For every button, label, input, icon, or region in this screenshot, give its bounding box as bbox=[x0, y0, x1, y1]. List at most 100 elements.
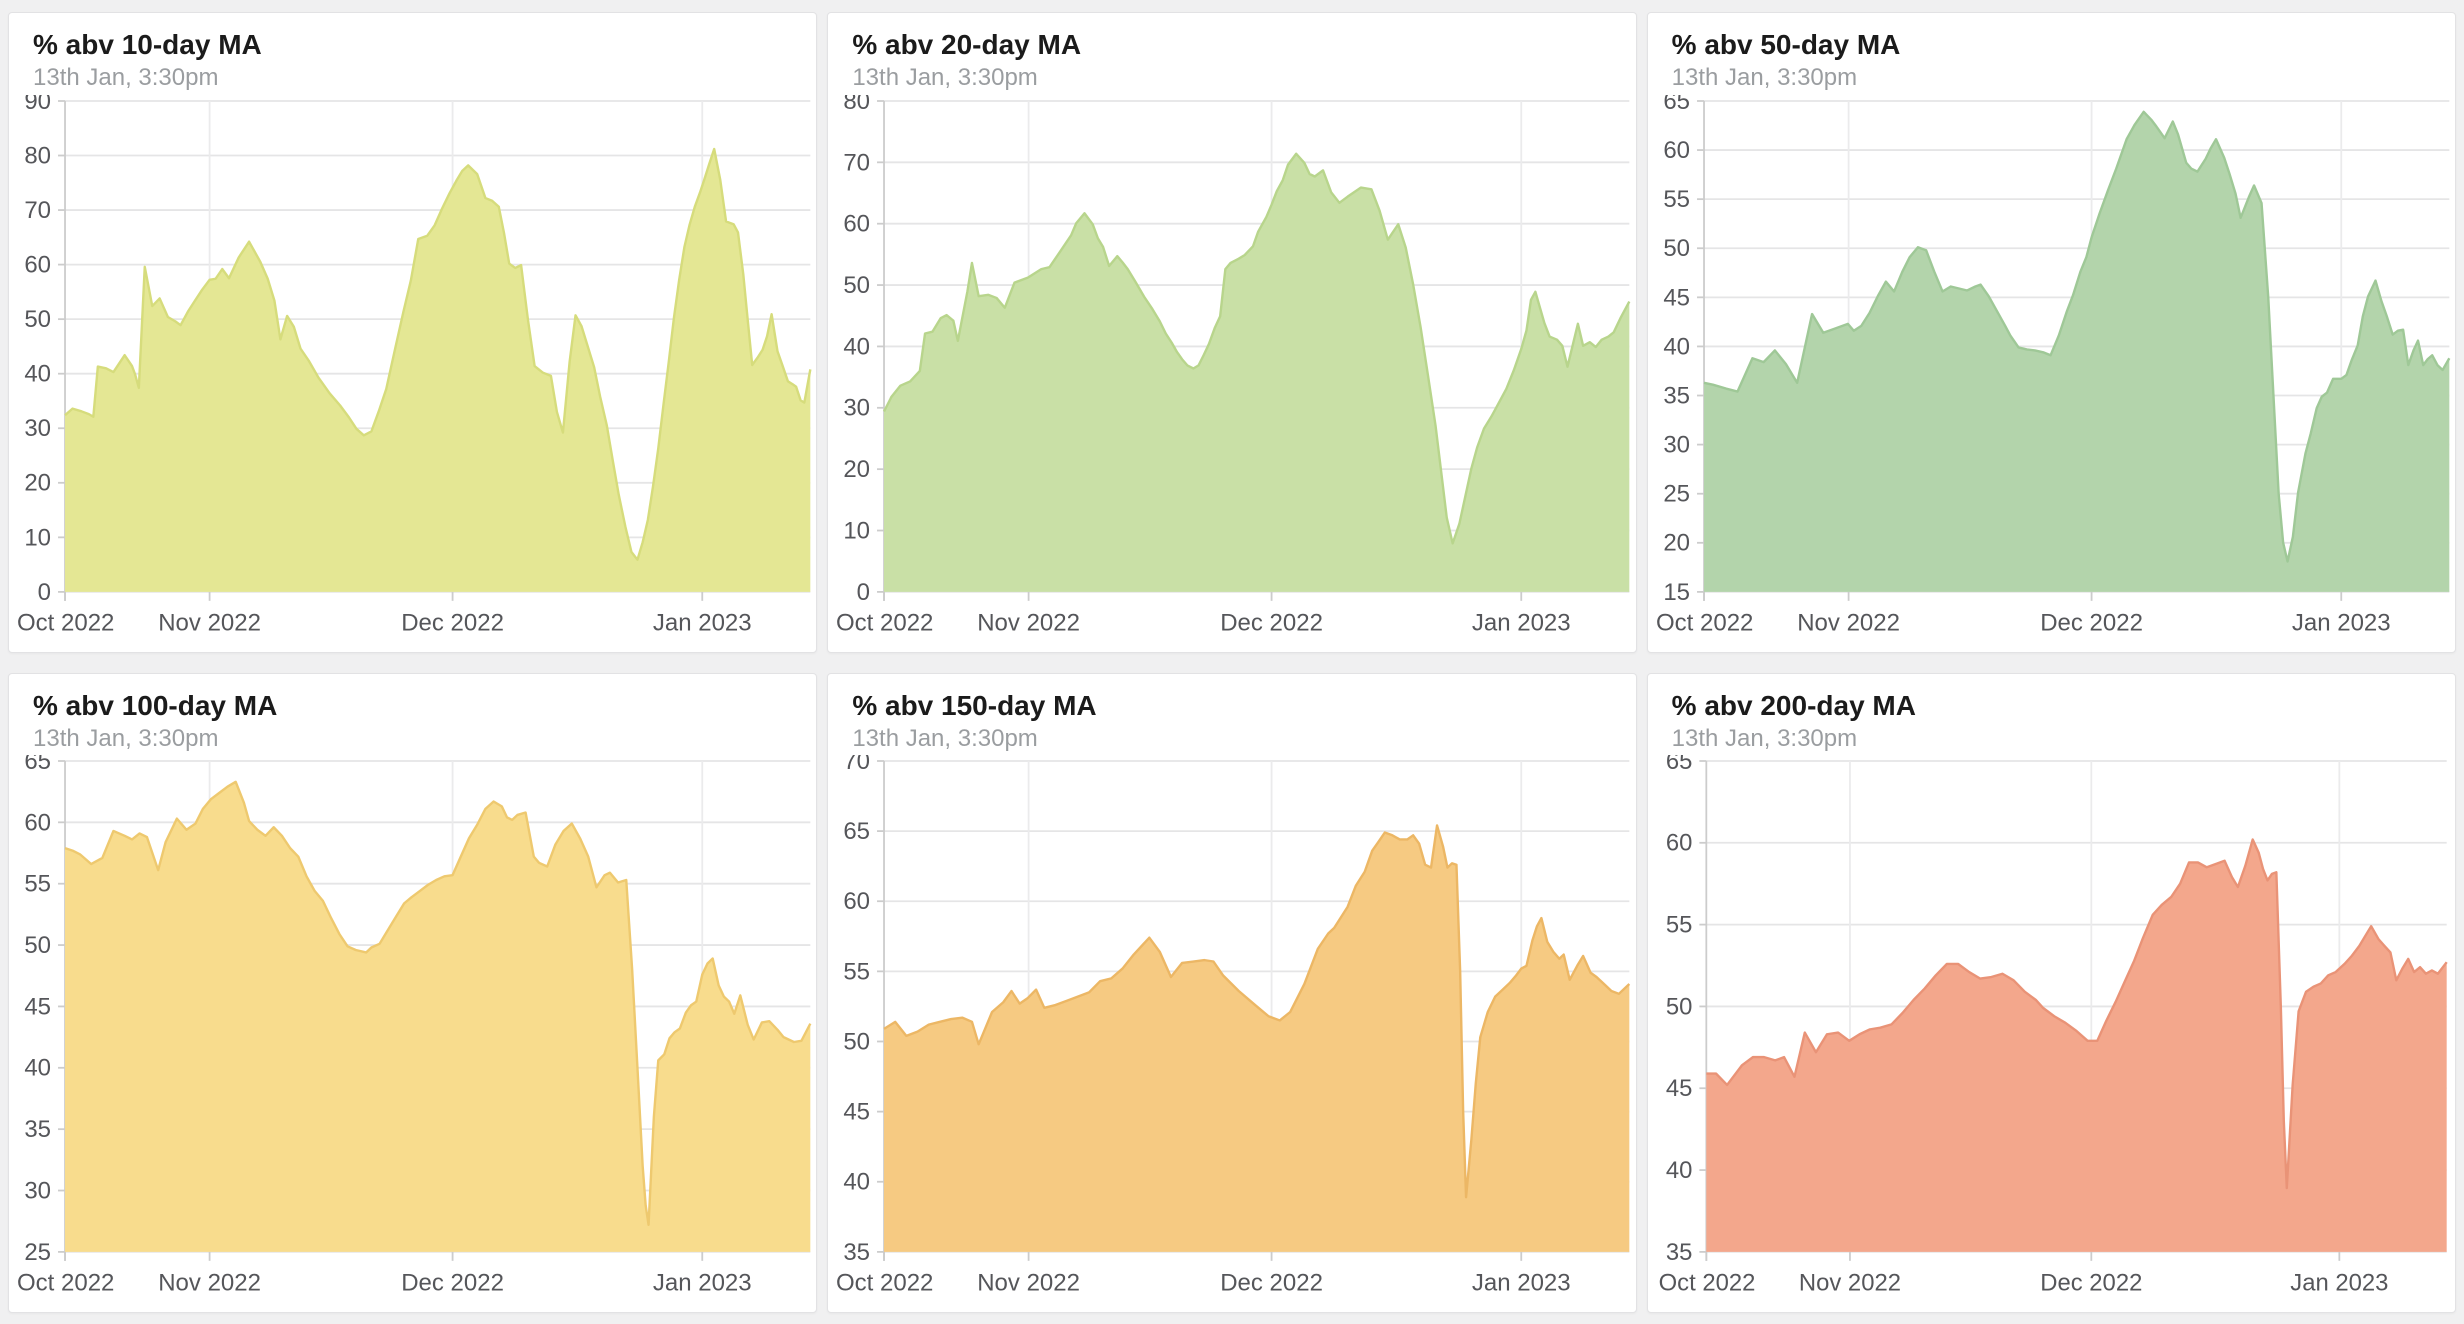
svg-text:35: 35 bbox=[1663, 383, 1690, 410]
svg-text:Jan 2023: Jan 2023 bbox=[653, 1270, 752, 1297]
svg-text:35: 35 bbox=[844, 1239, 871, 1266]
area-chart-50-day-ma: 15 20 25 30 35 40 45 50 55 60 65 Oct 2022 Nov 2022 De… bbox=[1656, 95, 2451, 637]
svg-text:60: 60 bbox=[24, 810, 51, 837]
svg-text:Jan 2023: Jan 2023 bbox=[2290, 1270, 2388, 1297]
svg-text:10: 10 bbox=[844, 518, 871, 545]
svg-text:Jan 2023: Jan 2023 bbox=[1472, 610, 1571, 637]
svg-text:Dec 2022: Dec 2022 bbox=[1221, 1270, 1324, 1297]
svg-text:90: 90 bbox=[24, 95, 51, 115]
card-header: % abv 50-day MA 13th Jan, 3:30pm bbox=[1648, 13, 2455, 93]
svg-text:65: 65 bbox=[1663, 95, 1690, 115]
chart-card-200-day-ma: % abv 200-day MA 13th Jan, 3:30pm 35 40 45… bbox=[1646, 672, 2456, 1313]
svg-text:20: 20 bbox=[1663, 530, 1690, 557]
card-header: % abv 20-day MA 13th Jan, 3:30pm bbox=[828, 13, 1635, 93]
svg-text:Nov 2022: Nov 2022 bbox=[158, 610, 261, 637]
chart-card-150-day-ma: % abv 150-day MA 13th Jan, 3:30pm 35 40 45… bbox=[827, 672, 1637, 1313]
svg-text:45: 45 bbox=[24, 994, 51, 1021]
area-chart-150-day-ma: 35 40 45 50 55 60 65 70 Oct 2022 Nov 2022 Dec 2022… bbox=[836, 755, 1631, 1297]
svg-text:Jan 2023: Jan 2023 bbox=[1472, 1270, 1571, 1297]
svg-text:40: 40 bbox=[844, 333, 871, 360]
svg-text:25: 25 bbox=[24, 1239, 51, 1266]
svg-text:0: 0 bbox=[38, 579, 51, 606]
svg-text:0: 0 bbox=[857, 579, 870, 606]
svg-text:70: 70 bbox=[844, 149, 871, 176]
svg-text:40: 40 bbox=[1663, 333, 1690, 360]
svg-text:Dec 2022: Dec 2022 bbox=[2040, 610, 2143, 637]
svg-text:Jan 2023: Jan 2023 bbox=[653, 610, 752, 637]
chart-subtitle: 13th Jan, 3:30pm bbox=[1671, 64, 1858, 92]
svg-text:30: 30 bbox=[24, 415, 51, 442]
svg-text:50: 50 bbox=[1666, 994, 1693, 1021]
chart-title: % abv 10-day MA bbox=[33, 29, 262, 60]
area-chart-200-day-ma: 35 40 45 50 55 60 65 Oct 2022 Nov 2022 Dec 2022 Ja… bbox=[1658, 755, 2448, 1297]
chart-subtitle: 13th Jan, 3:30pm bbox=[33, 724, 219, 752]
svg-text:20: 20 bbox=[844, 456, 871, 483]
svg-text:Jan 2023: Jan 2023 bbox=[2292, 610, 2391, 637]
svg-text:60: 60 bbox=[24, 252, 51, 279]
svg-text:15: 15 bbox=[1663, 579, 1690, 606]
svg-text:65: 65 bbox=[1666, 755, 1693, 775]
svg-text:60: 60 bbox=[1663, 137, 1690, 164]
svg-text:55: 55 bbox=[1663, 186, 1690, 213]
chart-subtitle: 13th Jan, 3:30pm bbox=[1671, 724, 1858, 752]
svg-text:80: 80 bbox=[844, 95, 871, 115]
svg-text:Nov 2022: Nov 2022 bbox=[1797, 610, 1900, 637]
svg-text:60: 60 bbox=[844, 211, 871, 238]
chart-card-100-day-ma: % abv 100-day MA 13th Jan, 3:30pm 25 30 35… bbox=[8, 672, 818, 1313]
svg-text:45: 45 bbox=[1666, 1076, 1693, 1103]
chart-title: % abv 100-day MA bbox=[33, 689, 278, 721]
svg-text:Oct 2022: Oct 2022 bbox=[17, 1270, 114, 1297]
chart-subtitle: 13th Jan, 3:30pm bbox=[33, 64, 219, 92]
card-header: % abv 200-day MA 13th Jan, 3:30pm bbox=[1648, 674, 2455, 754]
svg-text:40: 40 bbox=[1666, 1158, 1693, 1185]
chart-title: % abv 150-day MA bbox=[852, 689, 1097, 721]
svg-text:55: 55 bbox=[24, 871, 51, 898]
svg-text:Nov 2022: Nov 2022 bbox=[978, 610, 1081, 637]
svg-text:60: 60 bbox=[1666, 830, 1693, 857]
svg-text:Nov 2022: Nov 2022 bbox=[978, 1270, 1081, 1297]
svg-text:65: 65 bbox=[844, 819, 871, 846]
svg-text:35: 35 bbox=[1666, 1239, 1693, 1266]
svg-text:40: 40 bbox=[844, 1169, 871, 1196]
svg-text:40: 40 bbox=[24, 1055, 51, 1082]
svg-text:Oct 2022: Oct 2022 bbox=[17, 610, 114, 637]
svg-text:50: 50 bbox=[844, 1029, 871, 1056]
svg-text:10: 10 bbox=[24, 524, 51, 551]
svg-text:35: 35 bbox=[24, 1117, 51, 1144]
svg-text:50: 50 bbox=[24, 933, 51, 960]
svg-text:55: 55 bbox=[1666, 912, 1693, 939]
svg-text:20: 20 bbox=[24, 470, 51, 497]
svg-text:Oct 2022: Oct 2022 bbox=[836, 1270, 933, 1297]
svg-text:30: 30 bbox=[24, 1178, 51, 1205]
area-chart-20-day-ma: 0 10 20 30 40 50 60 70 80 Oct 2022 Nov 2022 Dec 202… bbox=[836, 95, 1631, 637]
svg-text:70: 70 bbox=[844, 755, 871, 775]
chart-title: % abv 50-day MA bbox=[1671, 29, 1901, 60]
chart-title: % abv 200-day MA bbox=[1671, 689, 1916, 721]
svg-text:Nov 2022: Nov 2022 bbox=[1799, 1270, 1901, 1297]
svg-text:45: 45 bbox=[844, 1099, 871, 1126]
chart-card-10-day-ma: % abv 10-day MA 13th Jan, 3:30pm 0 10 20 30… bbox=[8, 12, 818, 653]
svg-text:Oct 2022: Oct 2022 bbox=[836, 610, 933, 637]
svg-text:Oct 2022: Oct 2022 bbox=[1658, 1270, 1755, 1297]
svg-text:Nov 2022: Nov 2022 bbox=[158, 1270, 261, 1297]
chart-subtitle: 13th Jan, 3:30pm bbox=[852, 64, 1038, 92]
svg-text:Dec 2022: Dec 2022 bbox=[401, 1270, 504, 1297]
svg-text:65: 65 bbox=[24, 755, 51, 775]
card-header: % abv 10-day MA 13th Jan, 3:30pm bbox=[9, 13, 816, 93]
svg-text:55: 55 bbox=[844, 959, 871, 986]
svg-text:25: 25 bbox=[1663, 481, 1690, 508]
card-header: % abv 100-day MA 13th Jan, 3:30pm bbox=[9, 674, 816, 754]
svg-text:30: 30 bbox=[1663, 432, 1690, 459]
svg-text:80: 80 bbox=[24, 143, 51, 170]
area-chart-10-day-ma: 0 10 20 30 40 50 60 70 80 90 Oct 2022 Nov 2022 Dec 2… bbox=[17, 95, 812, 637]
area-chart-100-day-ma: 25 30 35 40 45 50 55 60 65 Oct 2022 Nov 2022 Dec 20… bbox=[17, 755, 812, 1297]
svg-text:50: 50 bbox=[24, 306, 51, 333]
svg-text:Oct 2022: Oct 2022 bbox=[1656, 610, 1753, 637]
chart-card-50-day-ma: % abv 50-day MA 13th Jan, 3:30pm 15 20 25 3… bbox=[1646, 12, 2456, 653]
svg-text:Dec 2022: Dec 2022 bbox=[1221, 610, 1324, 637]
svg-text:40: 40 bbox=[24, 361, 51, 388]
card-header: % abv 150-day MA 13th Jan, 3:30pm bbox=[828, 674, 1635, 754]
svg-text:Dec 2022: Dec 2022 bbox=[401, 610, 504, 637]
svg-text:30: 30 bbox=[844, 395, 871, 422]
